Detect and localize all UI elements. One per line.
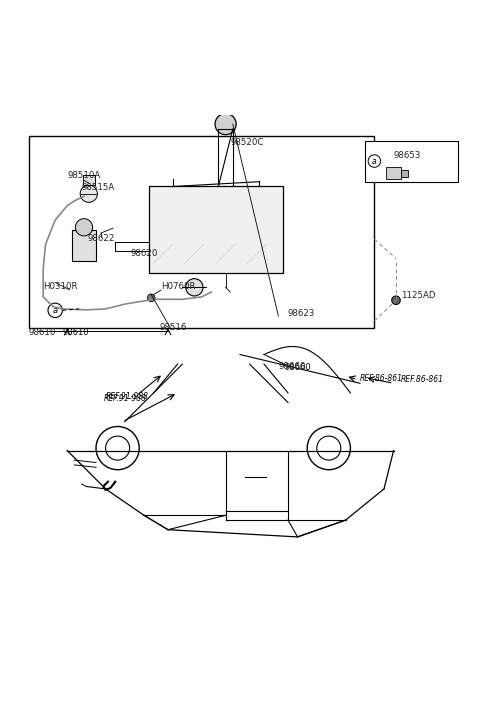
Text: 98610: 98610 <box>62 328 89 337</box>
Circle shape <box>75 218 93 236</box>
Text: a: a <box>372 157 377 166</box>
Text: 98620: 98620 <box>130 249 158 258</box>
Text: 98623: 98623 <box>288 309 315 318</box>
Bar <box>386 167 401 179</box>
Bar <box>401 169 408 177</box>
Text: 98660: 98660 <box>278 362 306 371</box>
Text: 98520C: 98520C <box>230 138 264 147</box>
Text: 98660: 98660 <box>284 363 311 372</box>
FancyBboxPatch shape <box>365 141 458 182</box>
Text: 98622: 98622 <box>87 234 115 242</box>
Circle shape <box>392 296 400 305</box>
Circle shape <box>368 155 381 167</box>
Circle shape <box>307 427 350 469</box>
Circle shape <box>186 279 203 296</box>
Text: REF.91-988: REF.91-988 <box>106 391 149 401</box>
Text: 98516: 98516 <box>159 323 187 332</box>
Text: 98653: 98653 <box>394 151 421 160</box>
FancyBboxPatch shape <box>29 136 374 328</box>
Circle shape <box>215 113 236 135</box>
Bar <box>83 175 95 185</box>
Text: 98515A: 98515A <box>82 183 115 192</box>
Text: 98510A: 98510A <box>67 171 101 180</box>
Text: 98610: 98610 <box>29 328 56 337</box>
Circle shape <box>317 436 341 460</box>
Text: a: a <box>53 306 58 315</box>
Text: H0310R: H0310R <box>43 281 78 291</box>
Text: REF.86-861: REF.86-861 <box>401 375 444 384</box>
Text: REF.86-861: REF.86-861 <box>360 374 403 383</box>
Text: 1125AD: 1125AD <box>401 291 435 301</box>
FancyBboxPatch shape <box>149 186 283 273</box>
Bar <box>72 230 96 261</box>
Circle shape <box>147 294 155 302</box>
Text: REF.91-988: REF.91-988 <box>103 394 146 403</box>
Circle shape <box>48 303 62 318</box>
Circle shape <box>106 436 130 460</box>
Circle shape <box>80 185 97 202</box>
Circle shape <box>96 427 139 469</box>
Text: H0760R: H0760R <box>161 281 195 291</box>
